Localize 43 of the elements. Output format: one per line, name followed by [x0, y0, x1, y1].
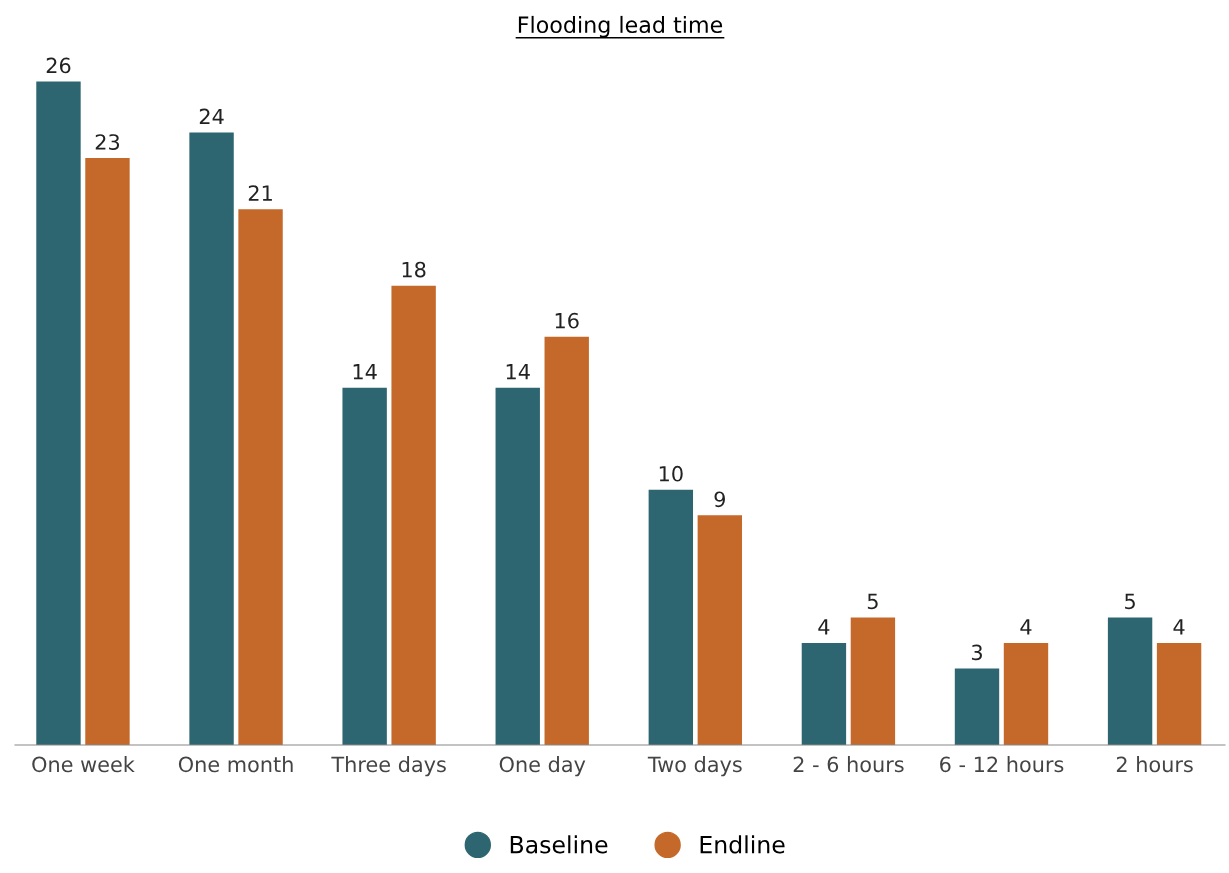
bar	[1156, 642, 1202, 745]
data-label: 16	[555, 312, 579, 329]
bar	[342, 387, 387, 745]
bar	[391, 285, 436, 745]
data-label: 23	[95, 134, 120, 150]
bar	[648, 489, 694, 745]
bar	[544, 336, 589, 745]
x-tick-label: Three days	[331, 756, 446, 777]
data-label: 10	[659, 465, 683, 482]
x-tick-label: 6 - 12 hours	[940, 756, 1064, 773]
bar	[1003, 642, 1049, 745]
bar	[238, 209, 283, 745]
x-tick-label: Two days	[647, 756, 742, 777]
x-tick-label: One day	[499, 756, 586, 777]
x-tick-label: 2 hours	[1116, 756, 1193, 773]
data-label: 4	[818, 619, 830, 635]
bar	[1107, 617, 1153, 745]
legend-label: Endline	[700, 835, 785, 854]
bar	[954, 668, 1000, 745]
legend-label: Baseline	[510, 835, 608, 854]
chart-title: Flooding lead time	[518, 15, 723, 38]
bar	[85, 158, 130, 745]
data-label: 14	[353, 364, 377, 380]
data-label: 24	[199, 108, 224, 125]
data-label: 14	[506, 364, 530, 380]
data-label: 26	[46, 57, 71, 74]
bar	[189, 132, 234, 745]
bar	[36, 81, 81, 745]
data-label: 5	[1125, 593, 1135, 610]
data-label: 4	[1020, 619, 1032, 635]
data-label: 5	[867, 593, 878, 610]
x-tick-label: One week	[32, 756, 135, 773]
data-label: 21	[248, 185, 272, 201]
data-label: 9	[714, 491, 725, 508]
bar	[801, 642, 847, 745]
bar	[495, 387, 540, 745]
x-tick-label: One month	[178, 756, 293, 773]
x-tick-label: 2 - 6 hours	[793, 756, 904, 773]
bar	[697, 515, 743, 745]
data-label: 3	[971, 644, 982, 661]
data-label: 18	[402, 261, 426, 278]
data-label: 4	[1173, 619, 1185, 635]
bar	[850, 617, 896, 745]
